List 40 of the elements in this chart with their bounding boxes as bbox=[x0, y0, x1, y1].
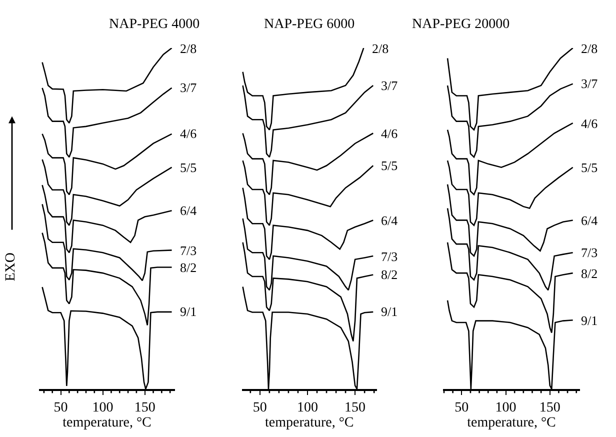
chart-title: NAP-PEG 6000 bbox=[264, 17, 355, 32]
series-label: 4/6 bbox=[180, 126, 198, 141]
series-label: 2/8 bbox=[372, 41, 389, 56]
x-tick-label: 50 bbox=[252, 400, 267, 416]
series-label: 4/6 bbox=[381, 126, 398, 141]
series-label: 8/2 bbox=[581, 266, 598, 281]
series-label: 7/3 bbox=[180, 243, 197, 258]
chart-title: NAP-PEG 4000 bbox=[109, 17, 200, 32]
x-axis-title: temperature, °C bbox=[467, 416, 556, 431]
x-tick-label: 150 bbox=[539, 400, 560, 416]
series-label: 7/3 bbox=[381, 249, 398, 264]
x-axis-title: temperature, °C bbox=[62, 416, 152, 431]
x-tick-label: 100 bbox=[495, 400, 516, 416]
series-label: 2/8 bbox=[581, 41, 598, 56]
y-axis-title: EXO bbox=[4, 252, 19, 282]
chart-title: NAP-PEG 20000 bbox=[412, 17, 510, 32]
series-label: 6/4 bbox=[581, 213, 598, 228]
series-label: 6/4 bbox=[180, 203, 198, 218]
series-label: 3/7 bbox=[381, 78, 398, 93]
x-tick-label: 50 bbox=[454, 400, 469, 416]
series-label: 4/6 bbox=[581, 116, 598, 131]
series-label: 3/7 bbox=[581, 76, 598, 91]
series-label: 3/7 bbox=[180, 80, 198, 95]
series-label: 9/1 bbox=[381, 304, 398, 319]
x-tick-label: 50 bbox=[54, 400, 68, 416]
series-label: 8/2 bbox=[180, 260, 197, 275]
series-label: 7/3 bbox=[581, 245, 598, 260]
series-label: 2/8 bbox=[180, 41, 197, 56]
series-label: 6/4 bbox=[381, 213, 398, 228]
series-label: 9/1 bbox=[180, 304, 197, 319]
series-label: 8/2 bbox=[381, 267, 398, 282]
series-label: 9/1 bbox=[581, 313, 598, 328]
x-tick-label: 100 bbox=[92, 400, 114, 416]
x-tick-label: 100 bbox=[296, 400, 318, 416]
series-label: 5/5 bbox=[381, 158, 398, 173]
series-label: 5/5 bbox=[581, 160, 598, 175]
x-tick-label: 150 bbox=[344, 400, 366, 416]
x-tick-label: 150 bbox=[134, 400, 156, 416]
x-axis-title: temperature, °C bbox=[264, 416, 354, 431]
series-label: 5/5 bbox=[180, 160, 197, 175]
